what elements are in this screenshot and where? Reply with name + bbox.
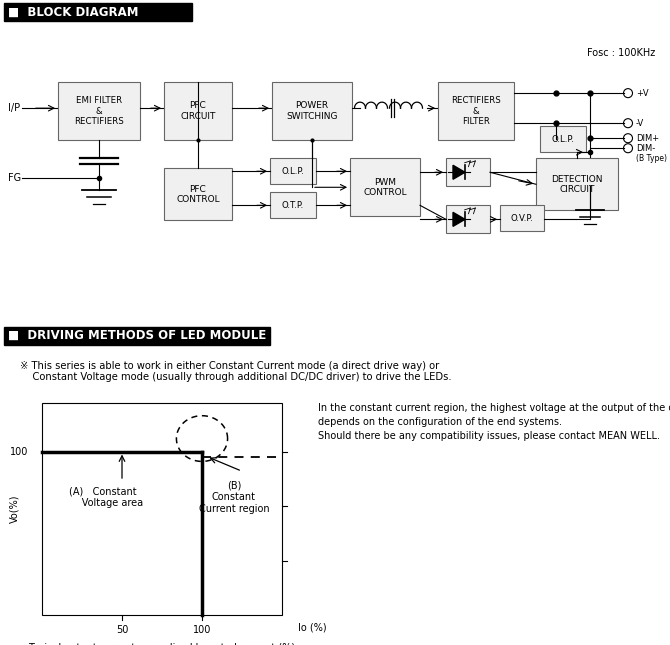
Bar xyxy=(540,126,586,152)
Text: Typical output current normalized by rated current (%): Typical output current normalized by rat… xyxy=(28,643,295,645)
Bar xyxy=(58,82,140,140)
Text: DIM+: DIM+ xyxy=(636,134,659,143)
Text: I/P: I/P xyxy=(8,103,20,113)
Bar xyxy=(446,205,490,233)
Text: POWER
SWITCHING: POWER SWITCHING xyxy=(286,101,338,121)
Polygon shape xyxy=(453,212,465,226)
Bar xyxy=(446,158,490,186)
Text: DIM-: DIM- xyxy=(636,144,655,153)
Text: (B)
Constant
Current region: (B) Constant Current region xyxy=(199,481,269,514)
Bar xyxy=(272,82,352,140)
Text: In the constant current region, the highest voltage at the output of the driver
: In the constant current region, the high… xyxy=(318,402,670,441)
Text: 100: 100 xyxy=(9,446,28,457)
Text: O.L.P.: O.L.P. xyxy=(551,135,574,144)
Text: Io (%): Io (%) xyxy=(297,623,326,633)
Text: ■  BLOCK DIAGRAM: ■ BLOCK DIAGRAM xyxy=(8,6,139,19)
Bar xyxy=(164,168,232,221)
Text: ※ This series is able to work in either Constant Current mode (a direct drive wa: ※ This series is able to work in either … xyxy=(20,361,452,382)
Text: EMI FILTER
&
RECTIFIERS: EMI FILTER & RECTIFIERS xyxy=(74,96,124,126)
Text: 50: 50 xyxy=(116,625,128,635)
Bar xyxy=(270,192,316,219)
Text: PFC
CIRCUIT: PFC CIRCUIT xyxy=(180,101,216,121)
Bar xyxy=(4,326,270,344)
Text: PFC
CONTROL: PFC CONTROL xyxy=(176,184,220,204)
Bar xyxy=(4,3,192,21)
Text: (A)   Constant
      Voltage area: (A) Constant Voltage area xyxy=(63,486,143,508)
Text: PWM
CONTROL: PWM CONTROL xyxy=(363,177,407,197)
Bar xyxy=(350,158,420,216)
Text: O.T.P.: O.T.P. xyxy=(282,201,304,210)
Text: DETECTION
CIRCUIT: DETECTION CIRCUIT xyxy=(551,175,603,194)
Text: Vo(%): Vo(%) xyxy=(9,495,19,523)
Text: RECTIFIERS
&
FILTER: RECTIFIERS & FILTER xyxy=(451,96,501,126)
Text: O.L.P.: O.L.P. xyxy=(281,167,304,176)
Bar xyxy=(270,158,316,184)
Bar xyxy=(438,82,514,140)
Bar xyxy=(42,402,282,615)
Text: ■  DRIVING METHODS OF LED MODULE: ■ DRIVING METHODS OF LED MODULE xyxy=(8,329,266,342)
Bar xyxy=(164,82,232,140)
Text: Fosc : 100KHz: Fosc : 100KHz xyxy=(587,48,655,58)
Text: 100: 100 xyxy=(193,625,211,635)
Polygon shape xyxy=(453,165,465,179)
Text: O.V.P.: O.V.P. xyxy=(511,214,533,223)
Text: (B Type): (B Type) xyxy=(636,154,667,163)
Text: -V: -V xyxy=(636,119,645,128)
Text: FG: FG xyxy=(8,174,21,183)
Bar xyxy=(536,158,618,210)
Text: +V: +V xyxy=(636,88,649,97)
Bar xyxy=(500,205,544,232)
